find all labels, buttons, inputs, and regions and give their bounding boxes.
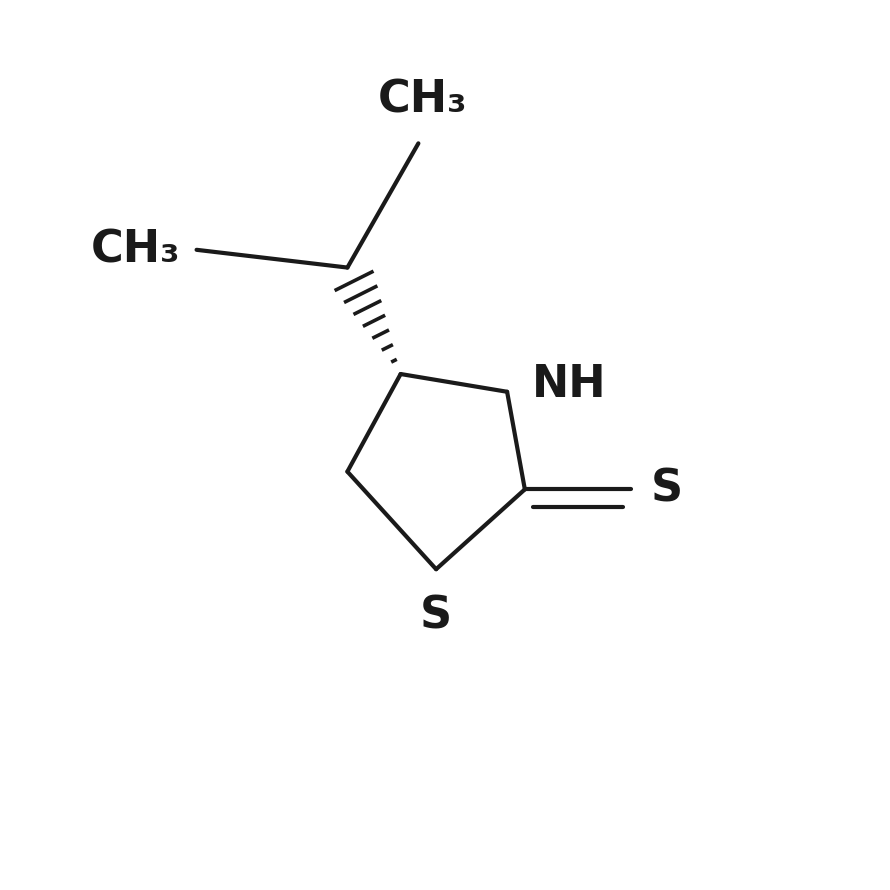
- Text: S: S: [420, 594, 452, 637]
- Text: CH₃: CH₃: [378, 78, 467, 121]
- Text: S: S: [651, 468, 683, 511]
- Text: CH₃: CH₃: [91, 229, 181, 271]
- Text: NH: NH: [532, 363, 607, 406]
